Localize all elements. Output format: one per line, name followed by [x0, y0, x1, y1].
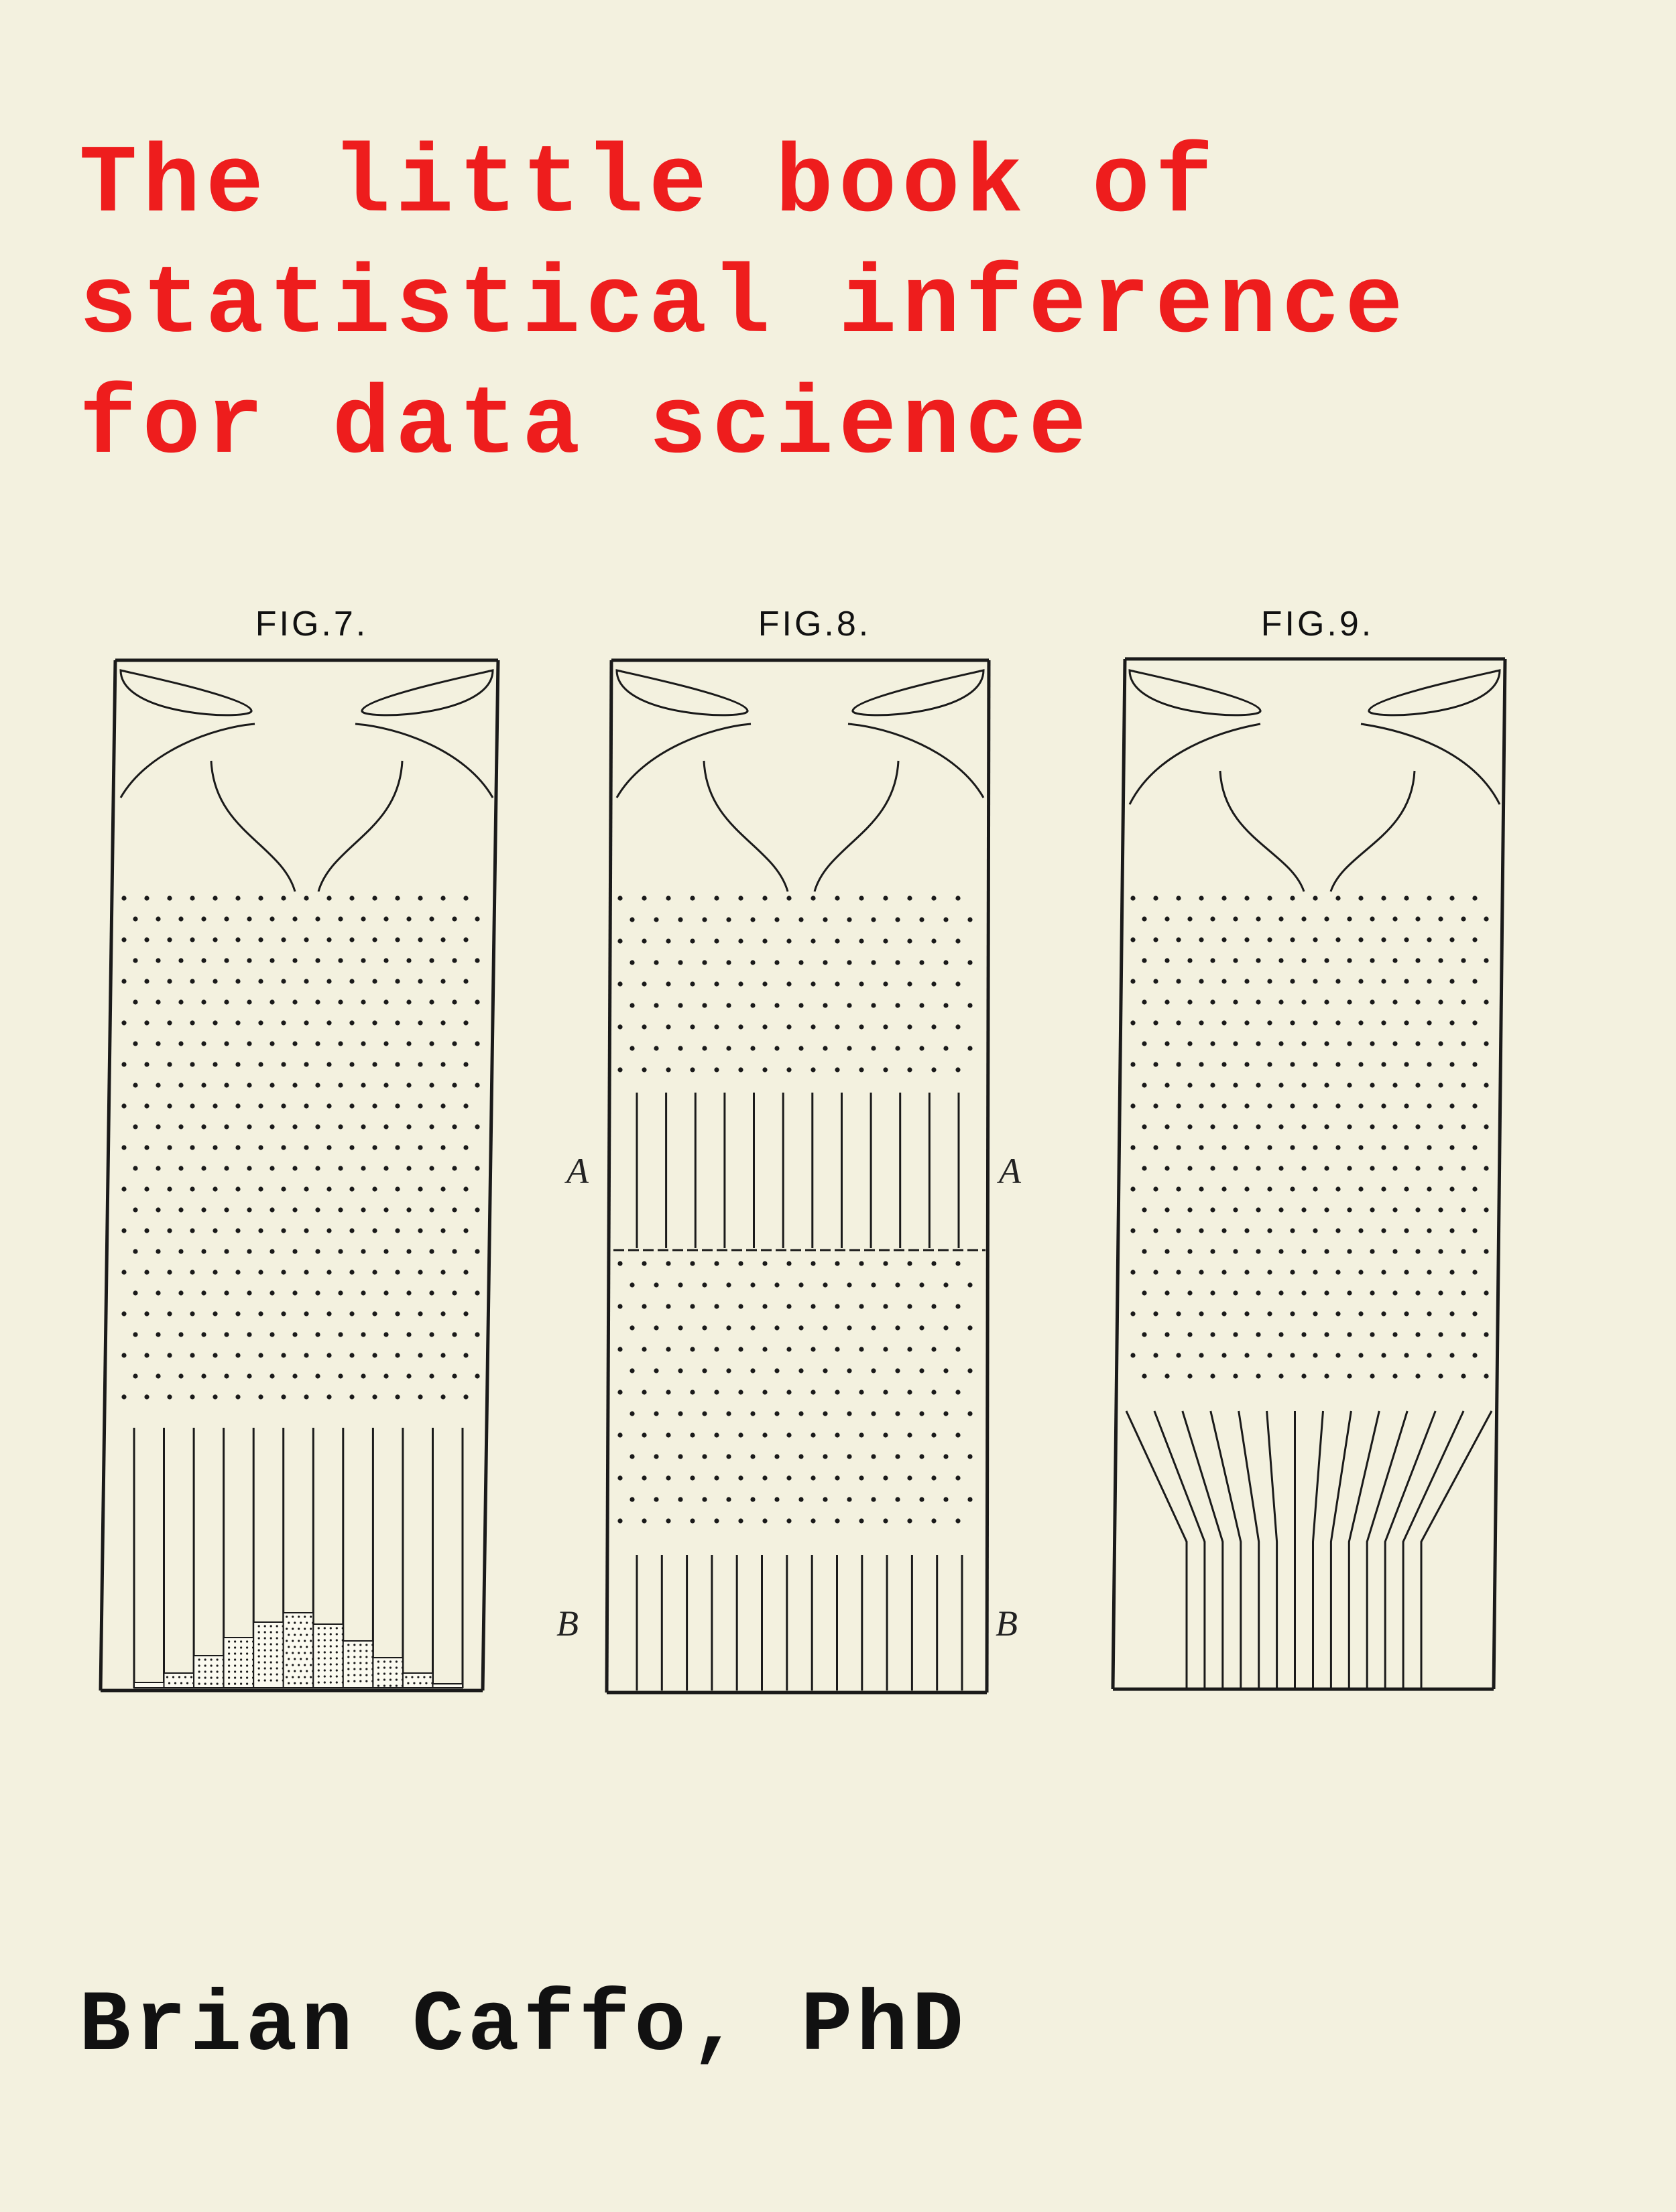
fig-7-caption: FIG.7.: [255, 605, 368, 643]
fig-9-galton-board: FIG.9.: [1111, 605, 1507, 1691]
fig-7-histogram-bins: [133, 1612, 463, 1688]
title-line-1: The little book of: [79, 131, 1219, 240]
fig-8-chutes-a: [636, 1093, 960, 1248]
fig-8-lower-pins: [617, 1261, 973, 1524]
fig-9-funnel-chutes: [1125, 1410, 1493, 1688]
title-line-3: for data science: [79, 372, 1092, 481]
fig-8-upper-pins: [617, 896, 973, 1072]
fig-9-caption: FIG.9.: [1261, 605, 1374, 643]
fig-9-pins: [1130, 896, 1489, 1379]
fig-8-galton-board: FIG.8. A A B B: [556, 605, 1022, 1695]
fig-8-label-b-right: B: [996, 1603, 1018, 1644]
fig-8-label-a-left: A: [564, 1151, 589, 1191]
title-line-2: statistical inference: [79, 251, 1409, 361]
author-name: Brian Caffo, PhD: [79, 1978, 967, 2075]
fig-7-pins: [121, 896, 480, 1400]
fig-8-label-a-right: A: [997, 1151, 1022, 1191]
fig-8-caption: FIG.8.: [758, 605, 871, 643]
fig-8-label-b-left: B: [556, 1603, 579, 1644]
fig-8-chutes-b: [636, 1555, 963, 1691]
fig-7-galton-board: FIG.7.: [99, 605, 500, 1693]
